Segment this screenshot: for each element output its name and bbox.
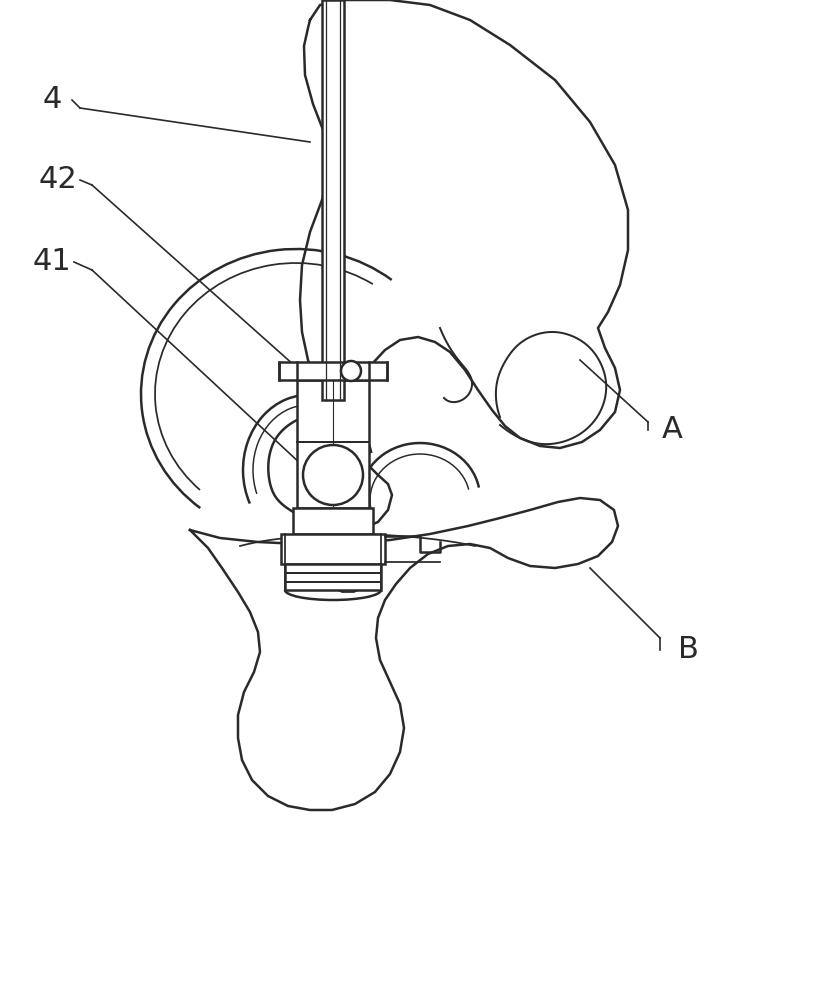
Text: 42: 42 <box>39 165 77 194</box>
Bar <box>293 508 373 534</box>
Polygon shape <box>190 498 618 810</box>
Bar <box>322 0 344 400</box>
Bar <box>279 362 387 380</box>
Text: 4: 4 <box>42 86 62 114</box>
Bar <box>281 534 385 564</box>
Circle shape <box>303 445 363 505</box>
Polygon shape <box>300 0 628 530</box>
Text: 41: 41 <box>33 247 72 276</box>
Bar <box>285 564 381 590</box>
Bar <box>297 380 369 508</box>
Circle shape <box>341 361 361 381</box>
Text: A: A <box>662 416 682 444</box>
Text: B: B <box>677 636 699 664</box>
